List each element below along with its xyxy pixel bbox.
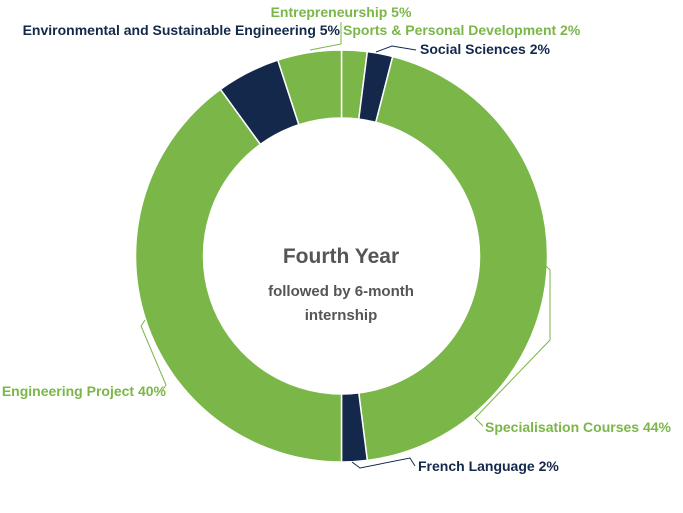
chart-data-labels: Sports & Personal Development 2% Social S… <box>2 4 672 474</box>
center-subtitle-line-2: internship <box>305 307 378 324</box>
data-label: Engineering Project 40% <box>2 383 167 399</box>
data-label: Social Sciences 2% <box>420 41 551 57</box>
data-label: Environmental and Sustainable Engineerin… <box>23 22 341 38</box>
slice-engineering-project <box>134 88 343 463</box>
chart-slices <box>134 49 549 463</box>
data-label: French Language 2% <box>418 458 559 474</box>
leader-line <box>375 45 417 53</box>
slice-specialisation-courses <box>357 55 549 462</box>
data-label: Sports & Personal Development 2% <box>343 22 581 38</box>
slice-entrepreneurship <box>276 49 343 126</box>
chart-leader-lines <box>140 22 551 469</box>
leader-line <box>140 319 167 392</box>
leader-line <box>351 457 416 469</box>
data-label: Specialisation Courses 44% <box>485 419 672 435</box>
center-title: Fourth Year <box>283 245 399 268</box>
leader-line <box>474 265 551 427</box>
center-subtitle-line-1: followed by 6-month <box>268 283 414 300</box>
data-label: Entrepreneurship 5% <box>271 4 412 20</box>
leader-line <box>309 22 342 51</box>
chart-center-text: Fourth Year followed by 6-month internsh… <box>268 245 414 324</box>
